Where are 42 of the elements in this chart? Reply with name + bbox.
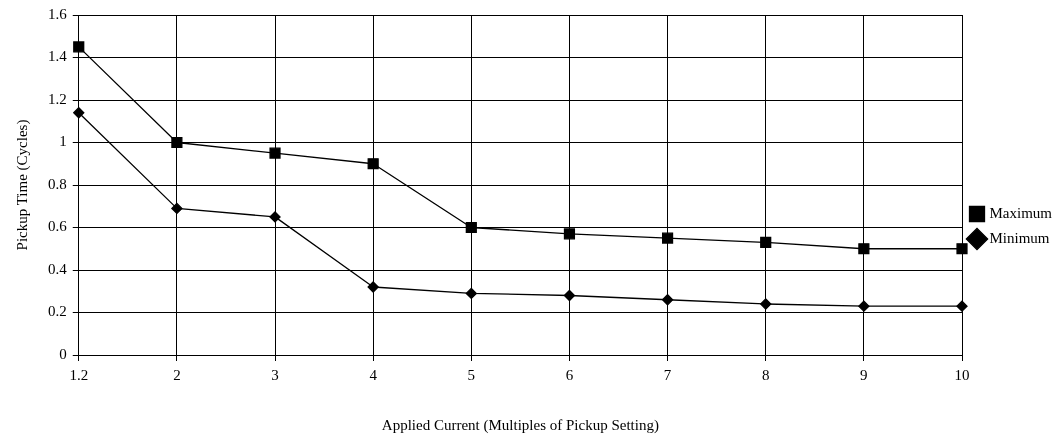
point <box>367 158 379 170</box>
x-tick-label: 5 <box>467 366 476 383</box>
y-tick-label: 0.4 <box>48 260 68 277</box>
legend-label: Maximum <box>989 204 1053 221</box>
y-tick-label: 1.2 <box>48 90 67 107</box>
y-tick-label: 0.8 <box>48 175 67 192</box>
point <box>858 243 870 255</box>
y-tick-label: 0 <box>59 345 67 362</box>
point <box>760 236 772 248</box>
point <box>858 300 870 312</box>
x-tick-label: 9 <box>860 366 868 383</box>
y-tick-label: 1.6 <box>48 5 68 22</box>
y-axis-title: Pickup Time (Cycles) <box>13 119 31 251</box>
point <box>465 221 477 234</box>
point <box>956 243 968 255</box>
x-tick-label: 3 <box>271 366 279 383</box>
point <box>661 232 674 244</box>
y-tick-label: 1.4 <box>48 48 68 65</box>
point <box>563 289 576 302</box>
point <box>465 287 477 300</box>
y-tick-label: 0.2 <box>48 303 67 320</box>
x-axis-title: Applied Current (Multiples of Pickup Setting) <box>381 416 659 434</box>
point <box>661 294 674 306</box>
x-tick-label: 8 <box>761 366 770 383</box>
point <box>171 136 183 149</box>
point <box>269 211 281 223</box>
point <box>73 41 85 53</box>
point <box>563 228 576 240</box>
point <box>269 147 281 159</box>
y-tick-label: 1 <box>59 133 67 150</box>
y-tick-label: 0.6 <box>48 218 68 235</box>
point <box>367 281 379 293</box>
point <box>956 300 968 312</box>
point <box>171 202 183 215</box>
point <box>73 107 85 119</box>
point <box>760 298 772 310</box>
legend-label: Minimum <box>989 229 1050 246</box>
x-tick-label: 6 <box>565 366 574 383</box>
x-tick-label: 4 <box>369 366 378 383</box>
x-tick-label: 10 <box>954 366 970 383</box>
x-tick-label: 7 <box>663 366 672 383</box>
x-tick-label: 2 <box>173 366 181 383</box>
